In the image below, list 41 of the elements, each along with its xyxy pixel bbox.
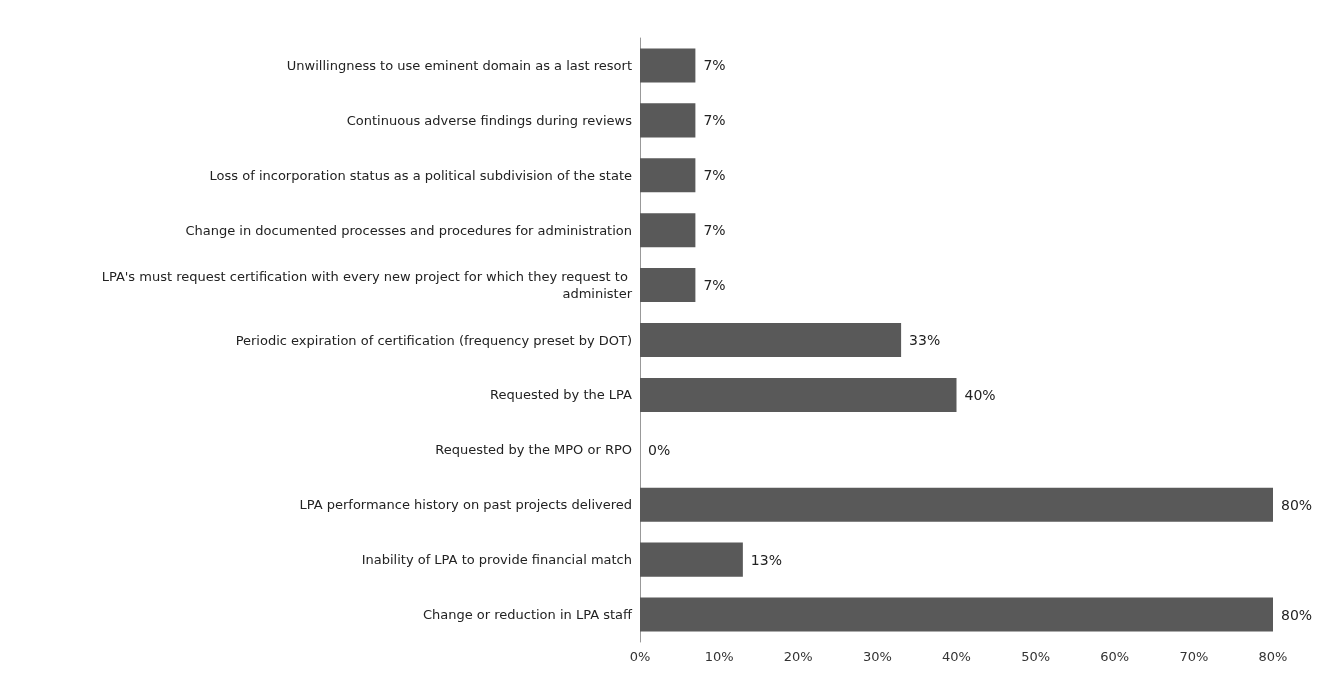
x-tick-label: 10% bbox=[704, 649, 734, 664]
bar bbox=[640, 597, 1273, 632]
bar bbox=[640, 213, 696, 248]
bar bbox=[640, 158, 696, 193]
y-tick-label: Continuous adverse findings during reviews bbox=[346, 112, 633, 128]
x-tick-label: 70% bbox=[1179, 649, 1209, 664]
bar bbox=[640, 103, 696, 138]
bar bbox=[640, 48, 696, 83]
data-label: 40% bbox=[964, 386, 996, 403]
y-tick-label: LPA's must request certification with every new project for which they request to administer bbox=[101, 269, 633, 302]
y-tick-label: Requested by the LPA bbox=[490, 387, 633, 403]
x-tick-label: 80% bbox=[1258, 649, 1288, 664]
y-tick-label: Change or reduction in LPA staff bbox=[422, 607, 634, 623]
bar bbox=[640, 487, 1273, 522]
bar bbox=[640, 542, 743, 577]
y-tick-label: Change in documented processes and procedures for administration bbox=[185, 222, 632, 238]
data-label: 0% bbox=[648, 441, 671, 458]
x-tick-label: 40% bbox=[942, 649, 971, 664]
x-tick-label: 0% bbox=[629, 649, 651, 664]
data-label: 7% bbox=[703, 112, 726, 129]
data-label: 13% bbox=[750, 551, 782, 568]
y-tick-label: LPA performance history on past projects delivered bbox=[299, 497, 632, 513]
bar bbox=[640, 268, 696, 303]
x-tick-label: 60% bbox=[1100, 649, 1130, 664]
x-tick-label: 50% bbox=[1021, 649, 1051, 664]
data-label: 80% bbox=[1281, 606, 1313, 623]
y-tick-label: Periodic expiration of certification (frequency preset by DOT) bbox=[235, 332, 632, 348]
x-tick-label: 30% bbox=[862, 649, 892, 664]
bar bbox=[640, 377, 957, 412]
bar bbox=[640, 322, 902, 358]
data-label: 7% bbox=[703, 222, 726, 239]
y-tick-label: Loss of incorporation status as a political subdivision of the state bbox=[209, 167, 632, 183]
y-tick-label: Requested by the MPO or RPO bbox=[435, 442, 632, 458]
data-label: 7% bbox=[703, 277, 726, 294]
data-label: 80% bbox=[1281, 496, 1313, 513]
data-label: 7% bbox=[703, 57, 726, 74]
x-tick-label: 20% bbox=[783, 649, 813, 664]
data-label: 33% bbox=[909, 332, 941, 348]
y-tick-label: Inability of LPA to provide financial match bbox=[361, 552, 632, 568]
data-label: 7% bbox=[703, 167, 726, 184]
y-tick-label: Unwillingness to use eminent domain as a last resort bbox=[286, 57, 632, 73]
